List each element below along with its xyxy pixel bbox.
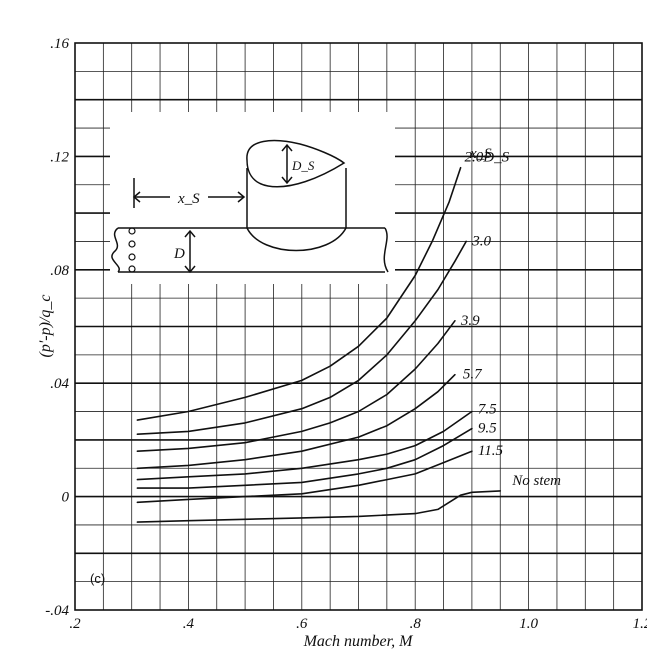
inset-body-diameter-label: D (173, 246, 185, 262)
series-line (136, 166, 462, 421)
series-line (136, 490, 502, 523)
x-axis-label: Mach number, M (303, 633, 415, 650)
series-label: No stem (511, 473, 561, 489)
series-label: 2.0D_S (465, 150, 510, 166)
legend-title: x_S (469, 146, 492, 162)
series-line (136, 427, 473, 489)
y-tick-label: .08 (50, 263, 69, 279)
series-line (136, 410, 473, 481)
series-label: 7.5 (478, 402, 497, 418)
panel-label: (c) (90, 571, 105, 586)
x-tick-label: .2 (69, 616, 81, 632)
series-line (136, 450, 473, 504)
plot-frame (74, 42, 643, 611)
inset-stem-length-label: x_S (177, 191, 200, 207)
x-tick-label: 1.2 (633, 616, 647, 632)
y-tick-labels: -.04 0 .04 .08 .12 .16 (45, 36, 69, 619)
series-label: 11.5 (478, 443, 504, 459)
x-tick-label: 1.0 (519, 616, 538, 632)
series-label: 5.7 (463, 367, 483, 383)
x-tick-label: .4 (183, 616, 195, 632)
series-curves (136, 166, 502, 523)
body-stem-schematic: x_S D_S D (110, 112, 395, 284)
x-tick-labels: .2 .4 .6 .8 1.0 1.2 (69, 616, 647, 632)
x-tick-label: .6 (296, 616, 308, 632)
y-axis-label: (p'-p)/q_c (37, 295, 54, 358)
inset-stem-diameter-label: D_S (291, 158, 315, 173)
y-tick-label: 0 (62, 490, 70, 506)
series-line (136, 373, 456, 470)
y-tick-label: -.04 (45, 603, 69, 619)
series-label: 9.5 (478, 421, 497, 437)
y-tick-label: .12 (50, 149, 69, 165)
y-tick-label: .16 (50, 36, 69, 52)
y-tick-label: .04 (50, 376, 69, 392)
series-label: 3.0 (471, 233, 491, 249)
series-line (136, 320, 456, 452)
series-line (136, 240, 467, 435)
series-label: 3.9 (460, 313, 480, 329)
series-labels: 2.0D_S 3.0 3.9 5.7 7.5 9.5 11.5 No stem (460, 150, 561, 489)
x-tick-label: .8 (410, 616, 422, 632)
